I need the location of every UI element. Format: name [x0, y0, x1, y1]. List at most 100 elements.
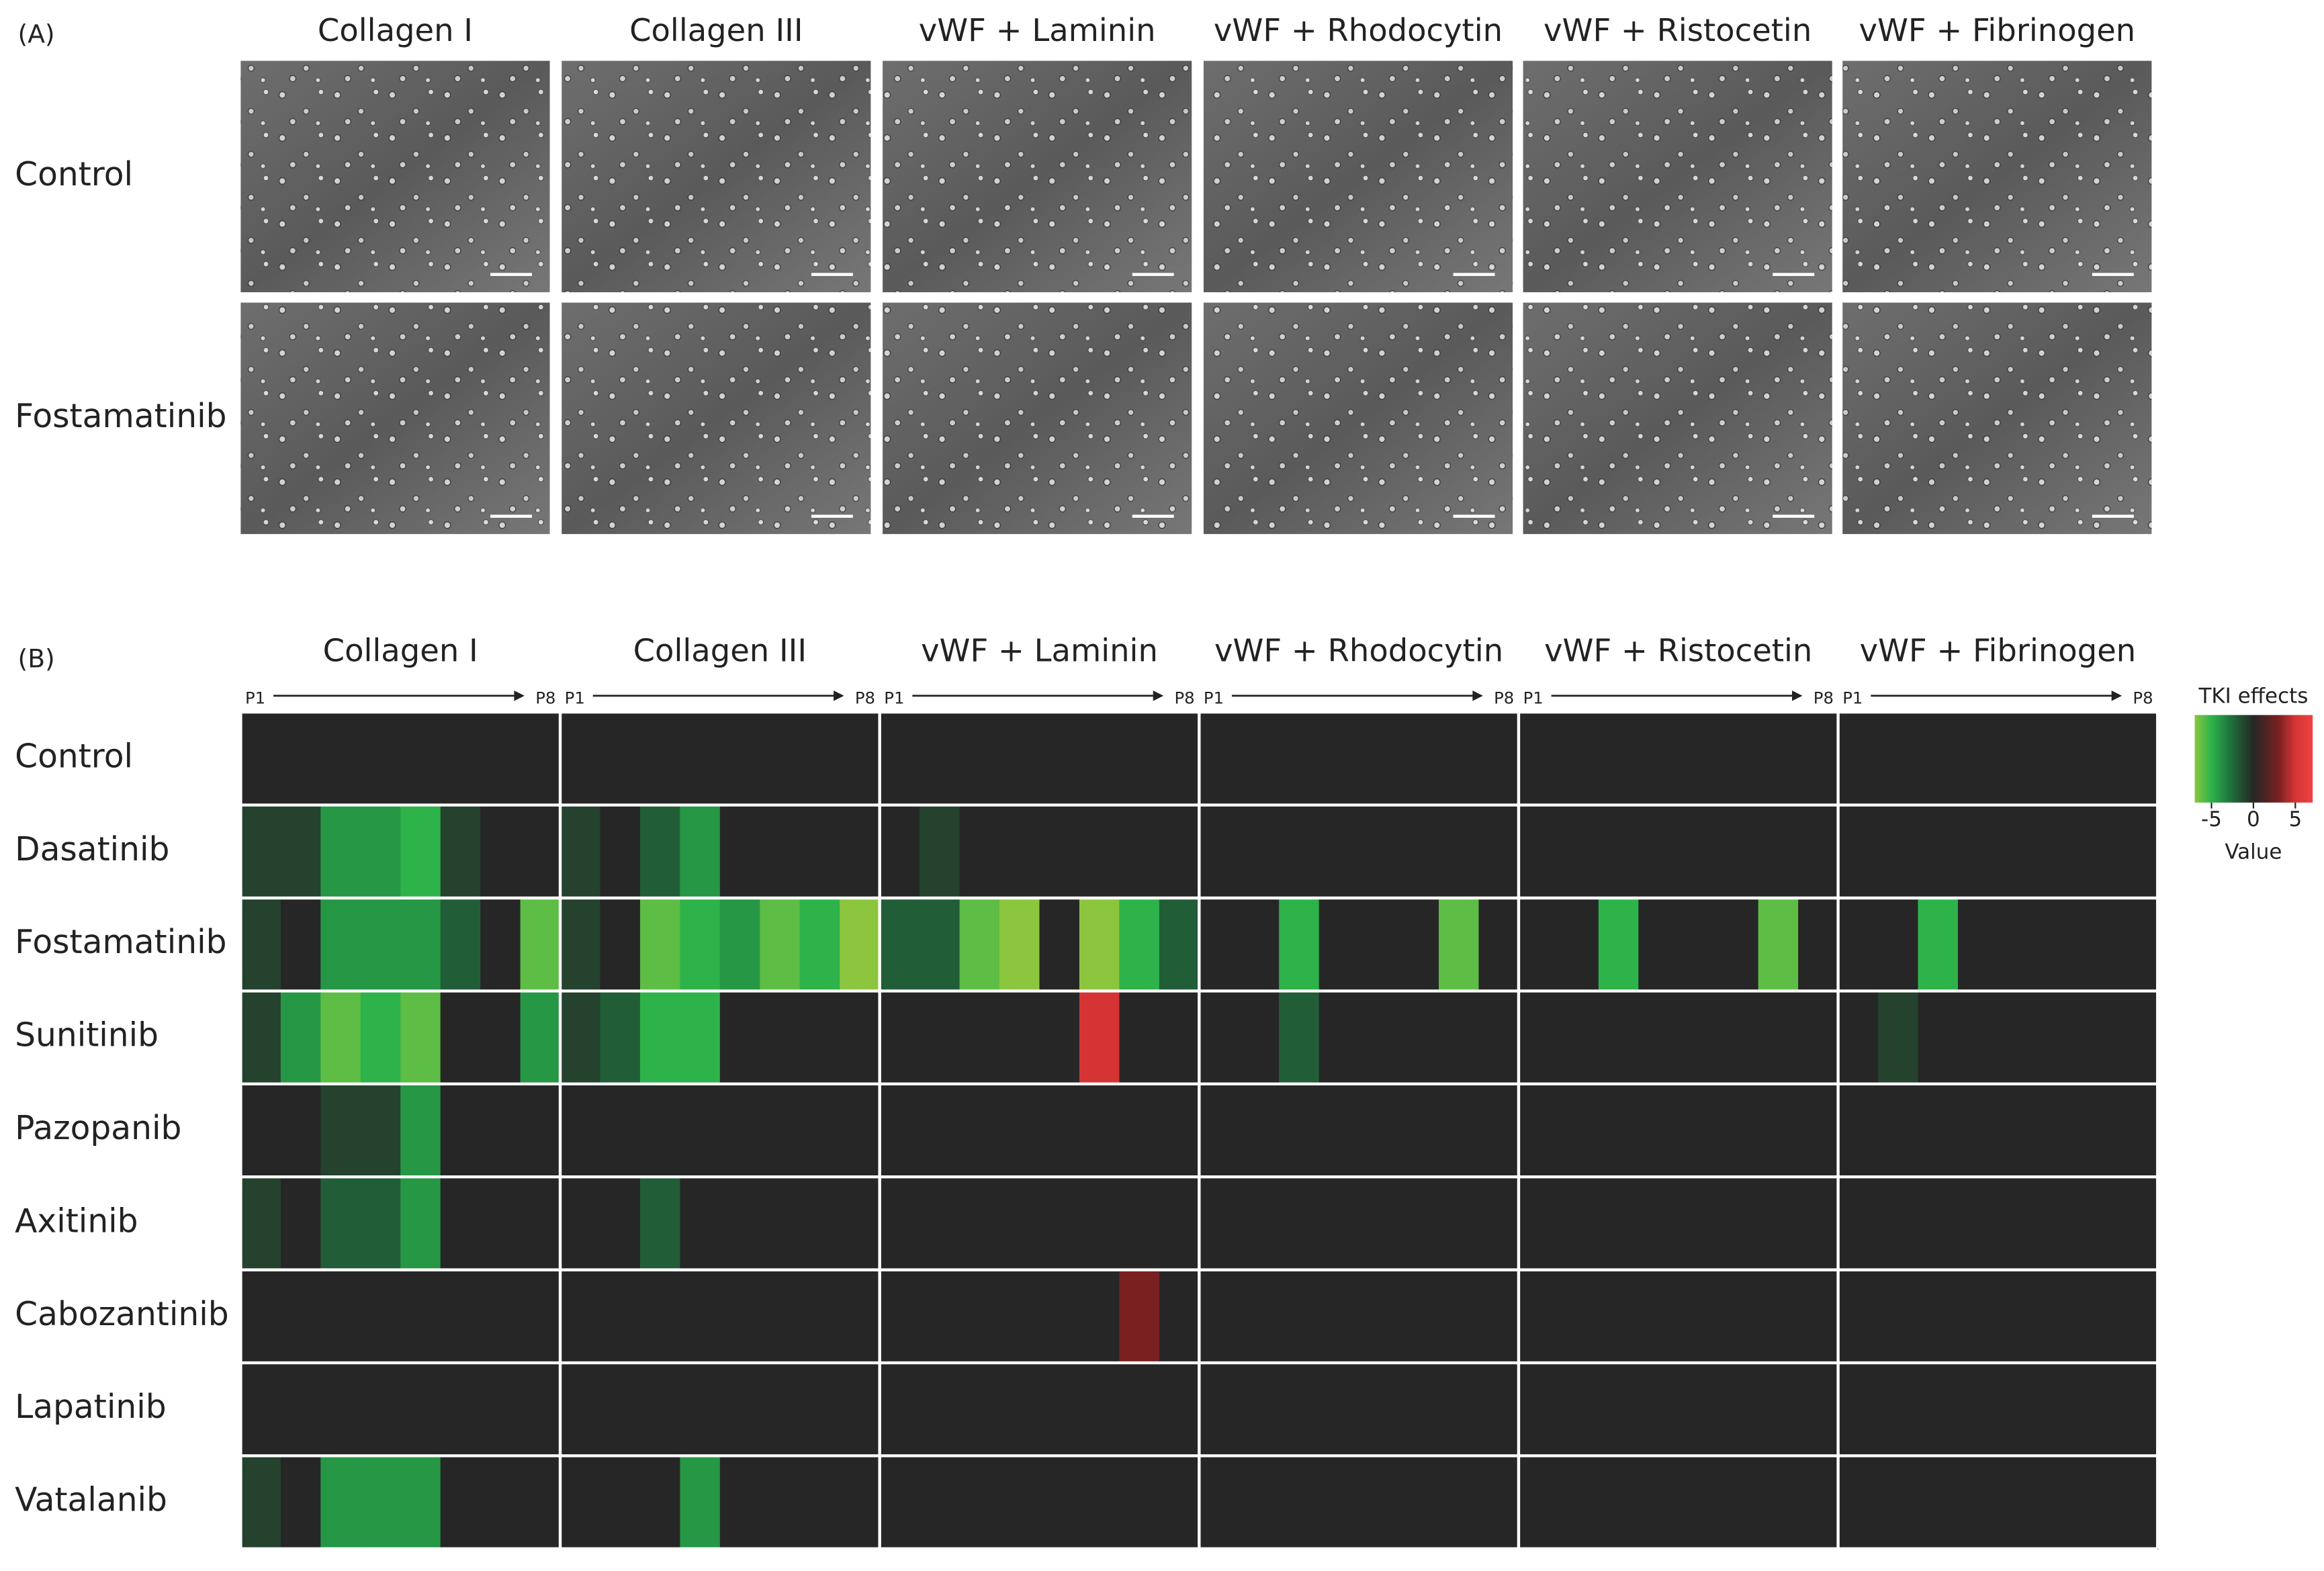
heat-cell — [1918, 805, 1959, 899]
colorbar-swatch — [2194, 715, 2198, 803]
heat-cell — [1478, 712, 1520, 806]
heat-cell — [1398, 991, 1440, 1085]
heat-cell — [959, 1455, 1001, 1550]
heat-cell — [1598, 1177, 1640, 1271]
colorbar-swatch — [2290, 715, 2294, 803]
heat-cell — [1159, 1177, 1200, 1271]
heat-cell — [1039, 1083, 1081, 1178]
group-title: vWF + Laminin — [921, 632, 1158, 668]
heat-cell — [1518, 1363, 1560, 1457]
colorbar-swatch — [2265, 715, 2268, 803]
heat-cell — [1838, 1083, 1879, 1178]
heat-cell — [1478, 1455, 1520, 1550]
heat-cell — [1518, 712, 1560, 806]
heat-cell — [1598, 1269, 1640, 1364]
colorbar-swatch — [2282, 715, 2286, 803]
heat-cell — [1918, 1083, 1959, 1178]
heat-cell — [719, 712, 761, 806]
heat-cell — [1159, 1455, 1200, 1550]
heat-cell — [360, 1177, 402, 1271]
heat-cell — [1678, 1083, 1719, 1178]
heat-cell — [1838, 897, 1879, 992]
passage-start: P1 — [1523, 688, 1544, 707]
heat-cell — [680, 805, 721, 899]
heat-cell — [1718, 1455, 1759, 1550]
heat-cell — [2117, 1363, 2159, 1457]
heat-cell — [1678, 1363, 1719, 1457]
heat-cell — [2117, 805, 2159, 899]
row-label: Sunitinib — [15, 1017, 159, 1054]
heat-cell — [1239, 897, 1280, 992]
colorbar-swatch — [2308, 715, 2311, 803]
heat-cell — [560, 805, 601, 899]
heat-cell — [1079, 1455, 1120, 1550]
column-title: vWF + Rhodocytin — [1214, 12, 1503, 48]
heat-cell — [1638, 1455, 1679, 1550]
heat-cell — [1398, 1455, 1440, 1550]
heat-cell — [1918, 1363, 1959, 1457]
heat-cell — [1319, 897, 1360, 992]
heat-cell — [1518, 991, 1560, 1085]
colorbar-swatch — [2235, 715, 2239, 803]
heat-cell — [1159, 1083, 1200, 1178]
heat-cell — [1957, 1177, 1999, 1271]
row-label: Cabozantinib — [15, 1296, 229, 1333]
heat-cell — [360, 1363, 402, 1457]
heat-cell — [879, 712, 921, 806]
heat-cell — [1998, 1269, 2039, 1364]
heat-cell — [799, 1455, 841, 1550]
heat-cell — [1758, 1363, 1799, 1457]
heat-cell — [2037, 991, 2079, 1085]
passage-start: P1 — [1842, 688, 1863, 707]
row-label: Control — [15, 156, 133, 193]
heat-cell — [799, 1269, 841, 1364]
heat-cell — [1957, 805, 1999, 899]
colorbar-swatch — [2222, 715, 2225, 803]
heat-cell — [2077, 805, 2118, 899]
heat-cell — [1159, 1269, 1200, 1364]
heat-cell — [879, 1177, 921, 1271]
heat-cell — [520, 1269, 562, 1364]
colorbar-swatch — [2247, 715, 2250, 803]
heat-cell — [320, 1083, 361, 1178]
colorbar-swatch — [2216, 715, 2219, 803]
heat-cell — [1998, 1363, 2039, 1457]
heat-cell — [1119, 1363, 1160, 1457]
heat-cell — [799, 1177, 841, 1271]
heat-cell — [240, 1269, 281, 1364]
heat-cell — [920, 897, 960, 992]
heat-cell — [2077, 1455, 2118, 1550]
heat-cell — [1718, 897, 1759, 992]
heat-cell — [1758, 805, 1799, 899]
heat-cell — [1558, 805, 1599, 899]
heat-cell — [1079, 1083, 1120, 1178]
heat-cell — [1878, 1083, 1919, 1178]
heat-cell — [1319, 991, 1360, 1085]
heat-cell — [1439, 991, 1480, 1085]
heat-cell — [999, 897, 1040, 992]
heat-cell — [1718, 991, 1759, 1085]
colorbar-swatch — [2214, 715, 2217, 803]
colorbar-swatch — [2202, 715, 2205, 803]
heat-cell — [1957, 897, 1999, 992]
heat-cell — [680, 712, 721, 806]
heat-cell — [280, 712, 322, 806]
heat-cell — [1119, 1083, 1160, 1178]
heat-cell — [280, 1363, 322, 1457]
heat-cell — [1598, 712, 1640, 806]
heat-cell — [879, 991, 921, 1085]
heat-cell — [760, 897, 801, 992]
heat-cell — [1119, 1269, 1160, 1364]
heat-cell — [560, 1363, 601, 1457]
heat-cell — [1119, 1177, 1160, 1271]
heat-cell — [840, 897, 881, 992]
row-label: Dasatinib — [15, 831, 169, 868]
heat-cell — [360, 1083, 402, 1178]
heat-cell — [1798, 897, 1839, 992]
heat-cell — [320, 1269, 361, 1364]
heat-cell — [1478, 991, 1520, 1085]
heat-cell — [760, 712, 801, 806]
heat-cell — [1678, 1177, 1719, 1271]
colorbar-swatch — [2263, 715, 2266, 803]
heat-cell — [240, 1177, 281, 1271]
